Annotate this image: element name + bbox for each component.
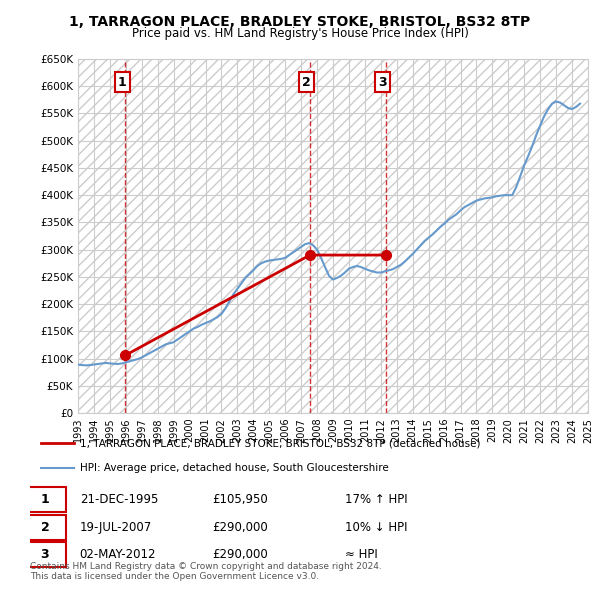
- Text: 1, TARRAGON PLACE, BRADLEY STOKE, BRISTOL, BS32 8TP: 1, TARRAGON PLACE, BRADLEY STOKE, BRISTO…: [70, 15, 530, 29]
- Text: 21-DEC-1995: 21-DEC-1995: [80, 493, 158, 506]
- FancyBboxPatch shape: [25, 542, 66, 567]
- Text: £290,000: £290,000: [212, 521, 268, 534]
- Text: Contains HM Land Registry data © Crown copyright and database right 2024.
This d: Contains HM Land Registry data © Crown c…: [30, 562, 382, 581]
- Text: 17% ↑ HPI: 17% ↑ HPI: [344, 493, 407, 506]
- Text: 1, TARRAGON PLACE, BRADLEY STOKE, BRISTOL, BS32 8TP (detached house): 1, TARRAGON PLACE, BRADLEY STOKE, BRISTO…: [80, 438, 480, 448]
- Text: 3: 3: [41, 548, 49, 561]
- Text: 1: 1: [118, 76, 127, 88]
- Text: 1: 1: [41, 493, 49, 506]
- Text: 19-JUL-2007: 19-JUL-2007: [80, 521, 152, 534]
- Text: 2: 2: [41, 521, 49, 534]
- Text: £105,950: £105,950: [212, 493, 268, 506]
- Text: 10% ↓ HPI: 10% ↓ HPI: [344, 521, 407, 534]
- Text: 2: 2: [302, 76, 311, 88]
- FancyBboxPatch shape: [25, 487, 66, 512]
- FancyBboxPatch shape: [25, 515, 66, 540]
- Text: Price paid vs. HM Land Registry's House Price Index (HPI): Price paid vs. HM Land Registry's House …: [131, 27, 469, 40]
- Text: £290,000: £290,000: [212, 548, 268, 561]
- Text: ≈ HPI: ≈ HPI: [344, 548, 377, 561]
- Text: 3: 3: [379, 76, 387, 88]
- Text: HPI: Average price, detached house, South Gloucestershire: HPI: Average price, detached house, Sout…: [80, 463, 388, 473]
- Text: 02-MAY-2012: 02-MAY-2012: [80, 548, 156, 561]
